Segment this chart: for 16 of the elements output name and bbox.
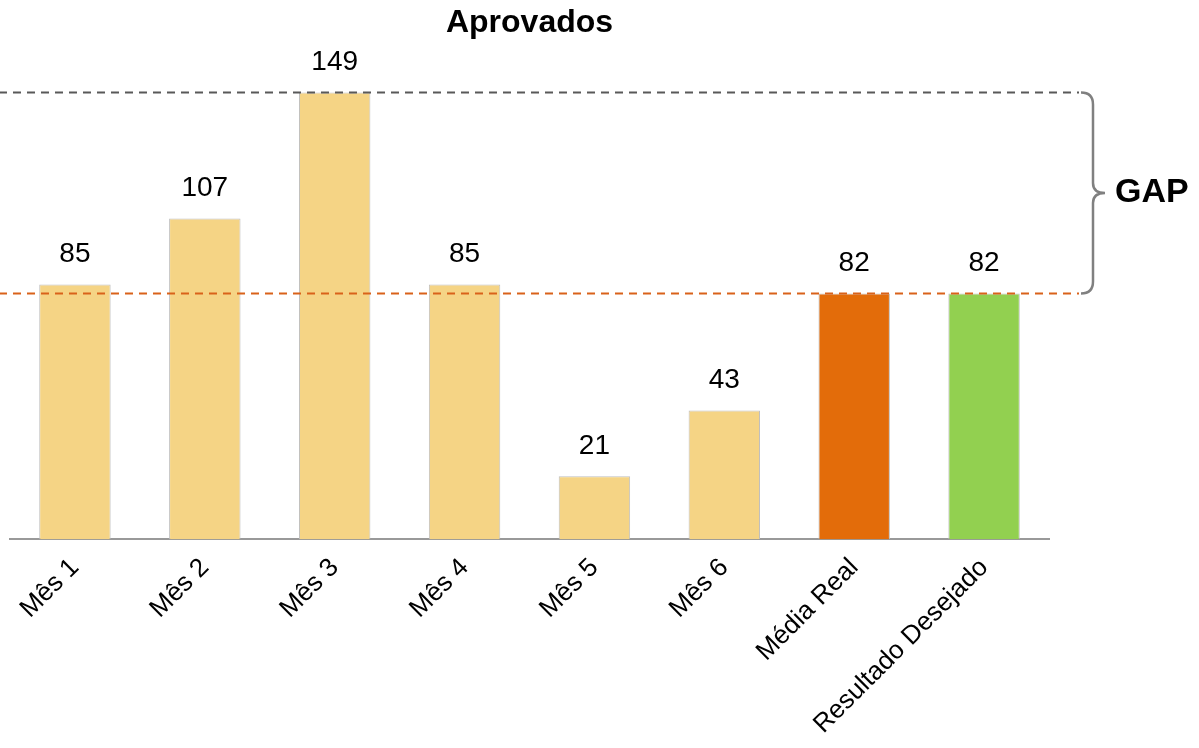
x-tick-label: Mês 1 [12, 551, 85, 623]
data-label: 85 [448, 237, 481, 269]
x-tick-label: Mês 5 [532, 551, 604, 623]
data-label: 82 [968, 246, 1000, 278]
data-label: 107 [181, 171, 229, 203]
x-tick-label: Mês 2 [142, 551, 215, 623]
chart-title: Aprovados [445, 3, 614, 40]
data-label: 43 [708, 363, 740, 395]
x-tick-label: Mês 3 [272, 551, 344, 623]
data-label: 21 [578, 429, 611, 461]
text: GAP [1115, 171, 1189, 210]
x-tick-label: Mês 4 [402, 551, 474, 623]
x-tick-label: Mês 6 [662, 551, 734, 623]
data-label: 82 [838, 246, 870, 278]
data-label: 85 [59, 237, 91, 269]
data-label: 149 [311, 45, 359, 77]
